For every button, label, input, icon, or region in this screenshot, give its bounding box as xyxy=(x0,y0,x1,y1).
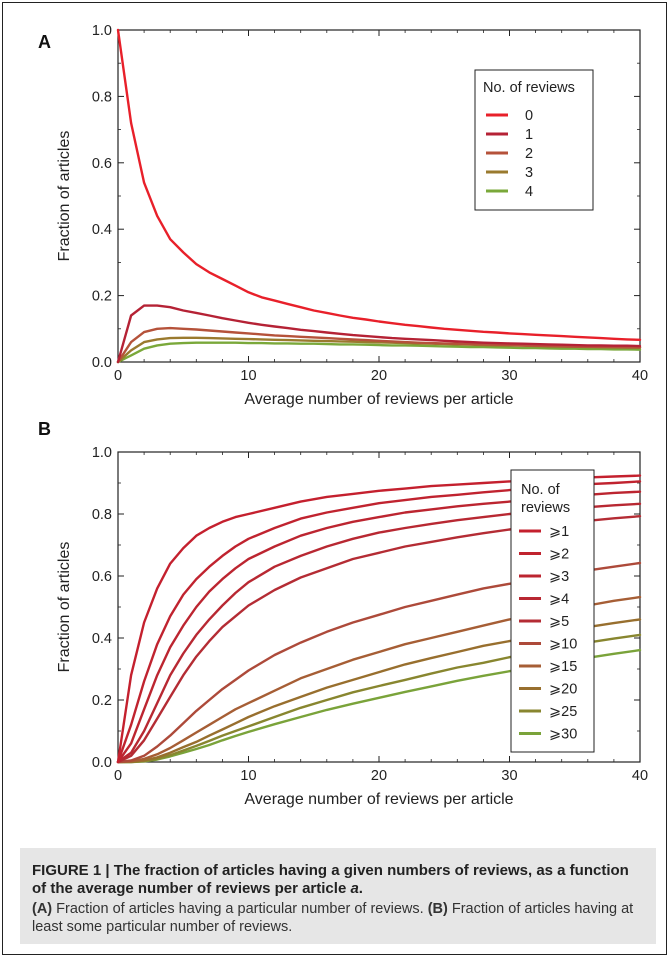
caption-title-text: FIGURE 1 | The fraction of articles havi… xyxy=(32,862,629,897)
caption-a-label: (A) xyxy=(32,901,53,917)
series-line-4 xyxy=(116,341,642,364)
legend-entry-6: ⩾15 xyxy=(549,659,577,675)
legend-box xyxy=(474,69,594,211)
figure-caption: FIGURE 1 | The fraction of articles havi… xyxy=(20,848,656,944)
y-tick-label: 0.8 xyxy=(92,89,112,105)
legend-entry-3: ⩾4 xyxy=(549,592,569,608)
legend-entry-2: 2 xyxy=(525,146,533,162)
panel-label: A xyxy=(38,32,51,52)
caption-b-text: Fraction of articles having at least som… xyxy=(32,901,634,935)
x-tick-label: 20 xyxy=(371,768,387,784)
legend-entry-0: ⩾1 xyxy=(549,524,569,540)
series-line-1 xyxy=(116,304,642,364)
legend-title: No. of reviews xyxy=(483,80,575,96)
caption-body: (A) Fraction of articles having a partic… xyxy=(32,900,644,936)
x-tick-label: 0 xyxy=(114,368,122,384)
legend-entry-3: 3 xyxy=(525,165,533,181)
caption-b-label: (B) xyxy=(427,901,448,917)
caption-a-text: Fraction of articles having a particular… xyxy=(52,901,428,917)
x-tick-label: 0 xyxy=(114,768,122,784)
x-axis-label: Average number of reviews per article xyxy=(244,791,513,808)
x-tick-label: 30 xyxy=(501,368,517,384)
x-axis-label: Average number of reviews per article xyxy=(244,391,513,408)
y-tick-label: 1.0 xyxy=(92,23,112,39)
legend-entry-7: ⩾20 xyxy=(549,682,577,698)
x-tick-label: 20 xyxy=(371,368,387,384)
legend-entry-5: ⩾10 xyxy=(549,637,577,653)
legend-title-line-2: reviews xyxy=(521,500,570,516)
x-tick-label: 30 xyxy=(501,768,517,784)
y-tick-label: 0.4 xyxy=(92,631,112,647)
legend-entry-2: ⩾3 xyxy=(549,569,569,585)
legend-entry-1: ⩾2 xyxy=(549,547,569,563)
y-tick-label: 0.2 xyxy=(92,693,112,709)
y-tick-label: 0.0 xyxy=(92,355,112,371)
y-tick-label: 0.8 xyxy=(92,507,112,523)
x-tick-label: 40 xyxy=(632,368,648,384)
y-tick-label: 0.6 xyxy=(92,156,112,172)
x-tick-label: 10 xyxy=(240,368,256,384)
x-tick-label: 40 xyxy=(632,768,648,784)
y-tick-label: 0.0 xyxy=(92,755,112,771)
caption-title-end: . xyxy=(358,880,363,897)
series-line-0 xyxy=(116,28,642,341)
caption-title: FIGURE 1 | The fraction of articles havi… xyxy=(32,862,644,898)
legend-box xyxy=(510,469,595,753)
y-tick-label: 1.0 xyxy=(92,445,112,461)
panel-label: B xyxy=(38,419,51,439)
y-axis-label: Fraction of articles xyxy=(56,542,73,673)
legend-entry-0: 0 xyxy=(525,108,533,124)
caption-title-var: a xyxy=(350,880,359,897)
series-line-2 xyxy=(116,326,642,364)
y-tick-label: 0.2 xyxy=(92,289,112,305)
x-tick-label: 10 xyxy=(240,768,256,784)
legend-entry-8: ⩾25 xyxy=(549,704,577,720)
legend-entry-4: ⩾5 xyxy=(549,614,569,630)
legend-entry-9: ⩾30 xyxy=(549,727,577,743)
y-tick-label: 0.6 xyxy=(92,569,112,585)
legend-entry-4: 4 xyxy=(525,184,533,200)
legend-entry-1: 1 xyxy=(525,127,533,143)
y-tick-label: 0.4 xyxy=(92,222,112,238)
y-axis-label: Fraction of articles xyxy=(56,131,73,262)
legend-title-line-1: No. of xyxy=(521,482,561,498)
